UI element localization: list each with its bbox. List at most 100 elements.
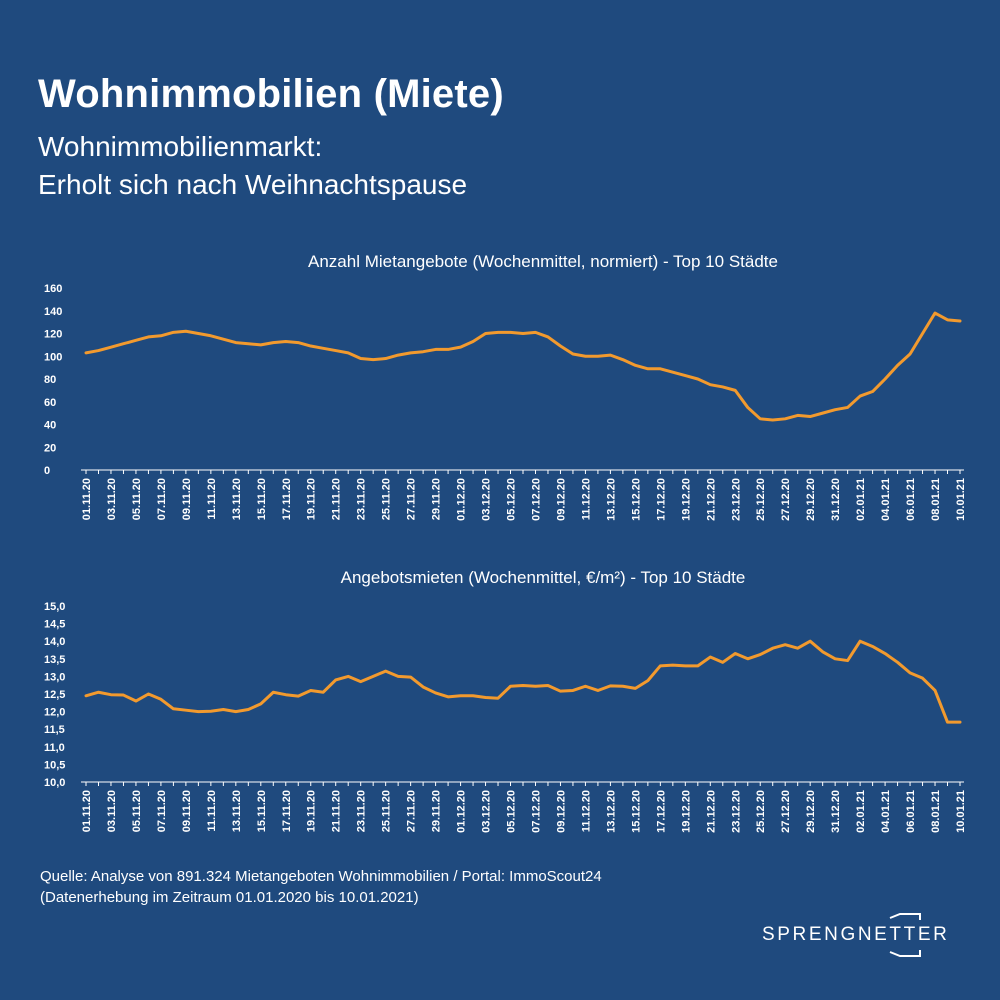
data-point <box>284 340 287 343</box>
data-point <box>796 414 799 417</box>
data-point <box>821 650 824 653</box>
data-point <box>596 689 600 692</box>
y-tick-label: 15,0 <box>44 601 65 613</box>
data-point <box>808 415 812 418</box>
x-tick-label: 21.11.20 <box>331 790 343 832</box>
data-point <box>659 664 662 668</box>
y-tick-label: 120 <box>44 329 62 341</box>
data-point <box>134 339 138 342</box>
data-point <box>808 640 812 643</box>
data-point <box>646 679 650 682</box>
y-tick-label: 13,0 <box>44 671 65 683</box>
data-point <box>309 344 312 348</box>
x-tick-label: 09.11.20 <box>181 478 193 520</box>
data-point <box>272 691 275 694</box>
x-tick-label: 10.01.21 <box>955 478 967 521</box>
x-tick-label: 02.01.21 <box>855 478 867 521</box>
source-line-2: (Datenerhebung im Zeitraum 01.01.2020 bi… <box>40 889 419 906</box>
data-point <box>134 699 138 703</box>
data-point <box>84 694 88 697</box>
data-point <box>459 345 462 349</box>
y-tick-label: 160 <box>44 283 62 295</box>
x-tick-label: 08.01.21 <box>930 478 942 521</box>
data-point <box>896 364 899 367</box>
data-point <box>908 671 912 675</box>
x-tick-label: 21.12.20 <box>705 790 717 833</box>
data-point <box>284 693 287 696</box>
data-point <box>459 694 462 697</box>
data-point <box>297 341 300 344</box>
y-tick-label: 11,0 <box>44 742 65 754</box>
x-tick-label: 01.11.20 <box>81 478 93 520</box>
data-point <box>222 337 225 341</box>
data-point <box>172 331 175 334</box>
x-tick-label: 15.11.20 <box>256 478 268 520</box>
x-tick-label: 11.12.20 <box>580 478 592 520</box>
data-point <box>833 408 837 411</box>
x-tick-label: 19.12.20 <box>680 478 692 521</box>
subtitle-line-1: Wohnimmobilienmarkt: <box>38 131 323 162</box>
data-point <box>122 693 125 697</box>
x-tick-label: 04.01.21 <box>880 790 892 833</box>
x-tick-label: 10.01.21 <box>955 790 967 833</box>
y-tick-label: 12,5 <box>44 689 65 701</box>
data-point <box>534 685 537 688</box>
data-point <box>434 348 437 351</box>
data-point <box>584 355 587 358</box>
y-tick-label: 11,5 <box>44 724 65 736</box>
x-tick-label: 07.11.20 <box>156 790 168 832</box>
x-tick-label: 19.11.20 <box>306 790 318 832</box>
data-point <box>471 694 475 697</box>
series-line <box>84 639 962 724</box>
data-point <box>534 331 537 334</box>
subtitle-line-2: Erholt sich nach Weihnachtspause <box>38 169 468 200</box>
y-tick-label: 140 <box>44 306 62 318</box>
x-tick-label: 13.12.20 <box>605 478 617 521</box>
x-tick-label: 29.12.20 <box>805 478 817 521</box>
data-point <box>759 417 762 421</box>
data-point <box>796 647 799 650</box>
data-point <box>297 694 300 698</box>
data-point <box>521 332 525 335</box>
data-point <box>883 377 887 381</box>
data-point <box>272 341 275 344</box>
x-tick-label: 25.11.20 <box>381 790 393 832</box>
data-point <box>833 657 837 660</box>
data-point <box>734 389 737 392</box>
data-point <box>197 710 200 713</box>
data-point <box>322 347 325 350</box>
data-point <box>334 349 337 352</box>
data-point <box>671 370 675 374</box>
y-tick-label: 10,0 <box>44 777 65 789</box>
x-tick-label: 02.01.21 <box>855 790 867 833</box>
data-point <box>359 680 362 683</box>
x-tick-label: 25.12.20 <box>755 790 767 833</box>
data-point <box>584 685 587 688</box>
x-tick-label: 09.12.20 <box>555 478 567 521</box>
x-tick-label: 05.11.20 <box>131 790 143 832</box>
data-point <box>671 663 675 667</box>
data-point <box>322 691 325 694</box>
data-point <box>858 640 862 643</box>
x-tick-label: 27.12.20 <box>780 790 792 833</box>
x-tick-label: 29.11.20 <box>431 790 443 832</box>
x-tick-label: 23.11.20 <box>356 478 368 520</box>
page-title: Wohnimmobilien (Miete) <box>38 72 504 116</box>
data-point <box>496 331 500 334</box>
data-point <box>609 684 612 688</box>
data-point <box>384 357 387 360</box>
data-point <box>746 657 749 660</box>
data-point <box>247 342 250 345</box>
data-point <box>109 345 113 349</box>
data-point <box>609 353 612 357</box>
y-tick-label: 20 <box>44 442 56 454</box>
data-point <box>858 394 862 398</box>
data-point <box>921 676 924 680</box>
data-point <box>109 693 113 696</box>
data-point <box>846 406 849 409</box>
data-point <box>696 377 699 381</box>
data-point <box>958 720 962 724</box>
data-point <box>396 675 400 678</box>
sprengnetter-logo: SPRENGNETTER <box>762 912 947 958</box>
x-tick-label: 06.01.21 <box>905 478 917 521</box>
